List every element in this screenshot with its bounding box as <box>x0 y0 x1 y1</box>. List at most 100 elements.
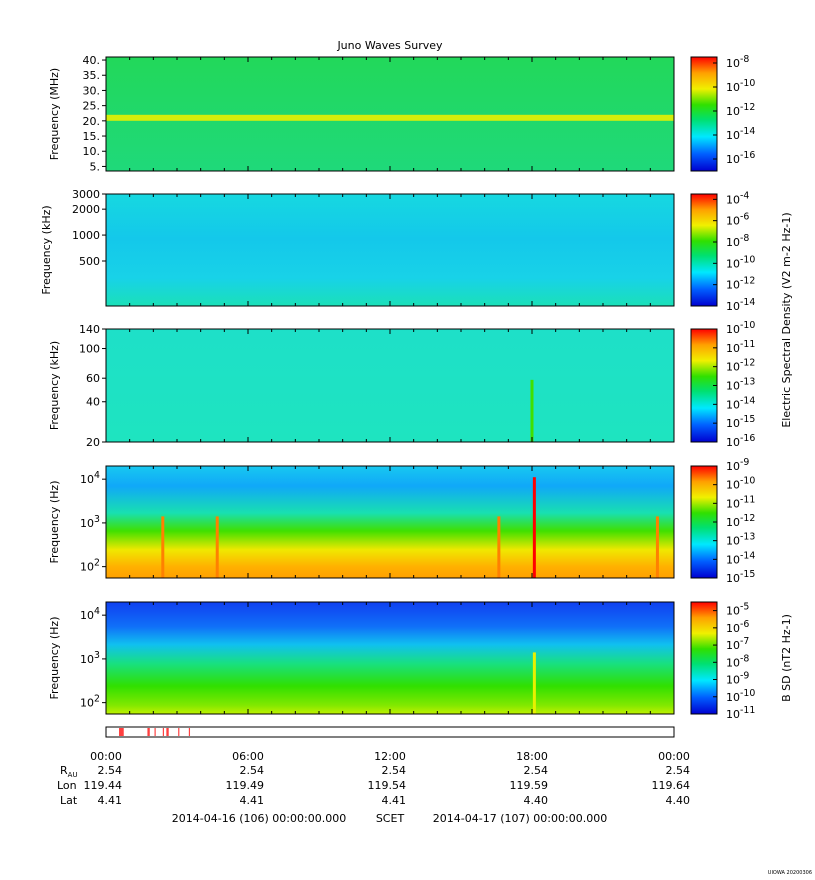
scet-label: SCET <box>376 812 405 825</box>
ytick-label: 35. <box>83 69 101 82</box>
colorbar-tick-label: 10-10 <box>726 78 755 94</box>
colorbar-tick-label: 10-15 <box>726 414 755 430</box>
start-time-label: 2014-04-16 (106) 00:00:00.000 <box>172 812 346 825</box>
spike-0 <box>530 379 534 442</box>
colorbar-tick-label: 10-7 <box>726 636 749 652</box>
band-0 <box>106 114 674 121</box>
x-tick-label: 18:00 <box>516 750 548 763</box>
colorbar-tick-label: 10-6 <box>726 619 749 635</box>
mode-segment <box>119 728 124 736</box>
y-axis-label: Frequency (MHz) <box>48 68 61 160</box>
ytick-label: 25. <box>83 100 101 113</box>
ytick-label: 103 <box>80 514 100 530</box>
colorbar-tick-label: 10-14 <box>726 126 755 142</box>
colorbar-tick-label: 10-10 <box>726 254 755 270</box>
colorbar-tick-label: 10-12 <box>726 276 755 292</box>
ytick-label: 140 <box>79 323 100 336</box>
ephem-label-lat: Lat <box>60 794 78 807</box>
spectrogram-3 <box>106 329 674 442</box>
x-tick-label: 06:00 <box>232 750 264 763</box>
colorbar-2 <box>690 193 718 307</box>
ytick-label: 104 <box>80 470 100 486</box>
spike-1 <box>497 516 501 578</box>
ytick-label: 102 <box>80 558 100 574</box>
colorbar-tick-label: 10-12 <box>726 358 755 374</box>
ytick-label: 100 <box>79 343 100 356</box>
colorbar-tick-label: 10-6 <box>726 212 749 228</box>
mode-segment <box>162 728 164 736</box>
colorbar-tick-label: 10-13 <box>726 377 755 393</box>
spike-2 <box>655 516 659 578</box>
ytick-label: 103 <box>80 650 100 666</box>
ytick-label: 20 <box>86 436 100 449</box>
colorbar-tick-label: 10-15 <box>726 569 755 585</box>
spectrogram-4 <box>106 466 674 578</box>
spectrogram-panels: 5. 10. 15. 20. 25. 30. 35. 40. Frequency (MHz) 10… <box>40 54 793 721</box>
colorbar-label: Electric Spectral Density (V2 m-2 Hz-1) <box>780 212 793 427</box>
ephem-lon: 119.59 <box>510 779 549 792</box>
ephem-r: 2.54 <box>382 764 407 777</box>
colorbar-tick-label: 10-9 <box>726 671 749 687</box>
colorbar-tick-label: 10-8 <box>726 233 749 249</box>
end-time-label: 2014-04-17 (107) 00:00:00.000 <box>433 812 607 825</box>
panel-4: 102 103 104 Frequency (Hz) 10-15 10-14 10-13 10… <box>48 457 755 585</box>
ytick-label: 500 <box>79 255 100 268</box>
mode-segment <box>166 728 169 736</box>
ytick-label: 20. <box>83 115 101 128</box>
panel-3: 20 40 60 100 140 Frequency (kHz) 10-16 10-15 10-… <box>48 320 755 449</box>
x-tick-label: 00:00 <box>90 750 122 763</box>
y-axis-label: Frequency (kHz) <box>48 341 61 430</box>
ephem-r: 2.54 <box>240 764 265 777</box>
watermark: UIOWA 20200306 <box>768 870 812 876</box>
colorbar-tick-label: 10-4 <box>726 190 749 206</box>
ephem-label-r: RAU <box>60 764 78 779</box>
colorbar-label: B SD (nT2 Hz-1) <box>780 614 793 702</box>
colorbar-tick-label: 10-13 <box>726 532 755 548</box>
ytick-label: 5. <box>90 160 101 173</box>
colorbar-tick-label: 10-16 <box>726 150 755 166</box>
colorbar-tick-label: 10-12 <box>726 102 755 118</box>
ephem-label-lon: Lon <box>57 779 77 792</box>
ytick-label: 10. <box>83 145 101 158</box>
colorbar-1 <box>690 56 718 172</box>
ytick-label: 104 <box>80 606 100 622</box>
ephem-lon: 119.44 <box>84 779 123 792</box>
ephem-lon: 119.49 <box>226 779 265 792</box>
mode-bar <box>105 726 675 738</box>
y-axis-label: Frequency (Hz) <box>48 481 61 564</box>
ephem-lat: 4.41 <box>98 794 123 807</box>
ephem-lat: 4.41 <box>240 794 265 807</box>
mode-bar-frame <box>105 726 675 738</box>
ytick-label: 15. <box>83 130 101 143</box>
spike-0 <box>532 652 536 714</box>
colorbar-tick-label: 10-12 <box>726 513 755 529</box>
ytick-label: 2000 <box>72 203 100 216</box>
ephem-r: 2.54 <box>524 764 549 777</box>
spectrogram-1 <box>106 57 674 171</box>
colorbar-tick-label: 10-14 <box>726 297 755 313</box>
spike-0 <box>532 477 536 578</box>
spectrogram-5 <box>106 602 674 714</box>
ephem-r: 2.54 <box>666 764 691 777</box>
spike-4 <box>215 516 219 578</box>
spectrogram-2 <box>106 194 674 306</box>
ytick-label: 1000 <box>72 229 100 242</box>
time-axis: 00:00 06:00 12:00 18:00 00:00 <box>90 750 690 763</box>
spike-3 <box>161 516 165 578</box>
colorbar-tick-label: 10-16 <box>726 433 755 449</box>
ephem-lon: 119.54 <box>368 779 407 792</box>
ephem-r: 2.54 <box>98 764 123 777</box>
colorbar-tick-label: 10-8 <box>726 54 749 70</box>
x-tick-label: 12:00 <box>374 750 406 763</box>
colorbar-tick-label: 10-5 <box>726 602 749 618</box>
y-axis-label: Frequency (Hz) <box>48 617 61 700</box>
ytick-label: 40. <box>83 54 101 67</box>
ytick-label: 40 <box>86 396 100 409</box>
colorbar-tick-label: 10-10 <box>726 688 755 704</box>
colorbar-tick-label: 10-10 <box>726 320 755 336</box>
panel-2: 500 1000 2000 3000 Frequency (kHz) 10-14 10-12… <box>40 188 793 428</box>
ytick-label: 60 <box>86 372 100 385</box>
colorbar-tick-label: 10-14 <box>726 550 755 566</box>
